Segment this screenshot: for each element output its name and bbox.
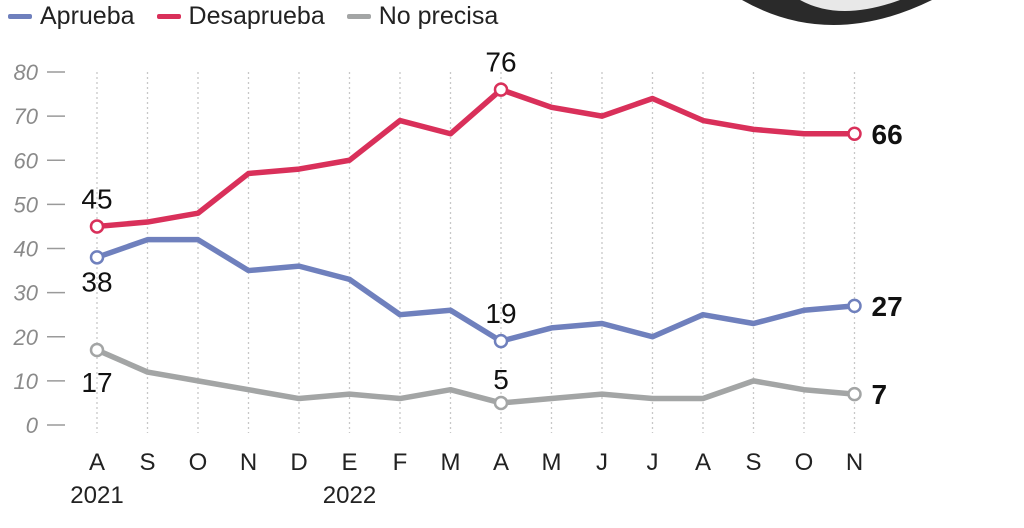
x-tick-label: J (647, 449, 659, 476)
data-label: 5 (493, 364, 509, 395)
y-tick-label: 20 (13, 325, 39, 350)
x-tick-label: A (493, 449, 509, 476)
legend-item: No precisa (346, 1, 499, 31)
x-tick-label: S (139, 449, 155, 476)
data-point (493, 82, 509, 97)
x-tick-label: S (745, 449, 761, 476)
data-point (89, 219, 105, 234)
year-label: 2022 (323, 482, 376, 509)
legend-swatch (8, 13, 32, 19)
x-tick-label: M (542, 449, 562, 476)
data-label: 19 (485, 298, 516, 329)
x-tick-label: O (189, 449, 208, 476)
data-label: 7 (872, 379, 888, 410)
y-tick-label: 30 (14, 281, 39, 306)
data-point (493, 333, 509, 349)
data-point (89, 342, 105, 358)
data-label: 45 (81, 183, 112, 214)
series-line (94, 86, 858, 230)
y-tick-label: 70 (14, 104, 39, 129)
data-point (493, 395, 509, 411)
x-tick-label: N (240, 449, 257, 476)
data-label: 27 (872, 291, 903, 322)
data-point (847, 386, 862, 402)
x-tick-label: M (441, 449, 461, 476)
x-tick-label: A (89, 449, 105, 476)
legend-swatch (156, 13, 181, 19)
x-tick-label: F (393, 449, 408, 476)
data-point (89, 250, 105, 265)
x-tick-label: E (341, 449, 357, 476)
data-point (847, 298, 862, 314)
data-point (847, 126, 862, 142)
series-line (94, 347, 858, 406)
year-label: 2021 (70, 482, 123, 509)
y-tick-label: 10 (14, 369, 39, 394)
series-line (94, 236, 858, 344)
data-label: 17 (81, 367, 112, 398)
y-tick-label: 50 (14, 192, 39, 217)
x-tick-label: A (695, 449, 711, 476)
legend-swatch (346, 13, 371, 19)
y-tick-label: 0 (26, 413, 39, 438)
legend-label: Aprueba (40, 1, 135, 30)
y-tick-label: 80 (14, 60, 39, 85)
data-label: 38 (81, 266, 112, 297)
data-label: 66 (872, 119, 903, 150)
legend-label: No precisa (378, 1, 499, 30)
x-tick-label: O (795, 449, 814, 476)
x-tick-label: D (290, 449, 307, 476)
y-tick-label: 40 (14, 237, 39, 262)
data-label: 76 (485, 47, 516, 78)
legend-item: Desaprueba (156, 1, 325, 31)
legend-label: Desaprueba (188, 1, 325, 30)
y-tick-label: 60 (14, 148, 39, 173)
x-tick-label: N (846, 449, 863, 476)
x-tick-label: J (596, 449, 608, 476)
legend-item: Aprueba (8, 2, 135, 31)
legend: Aprueba Desaprueba No precisa (8, 0, 498, 32)
